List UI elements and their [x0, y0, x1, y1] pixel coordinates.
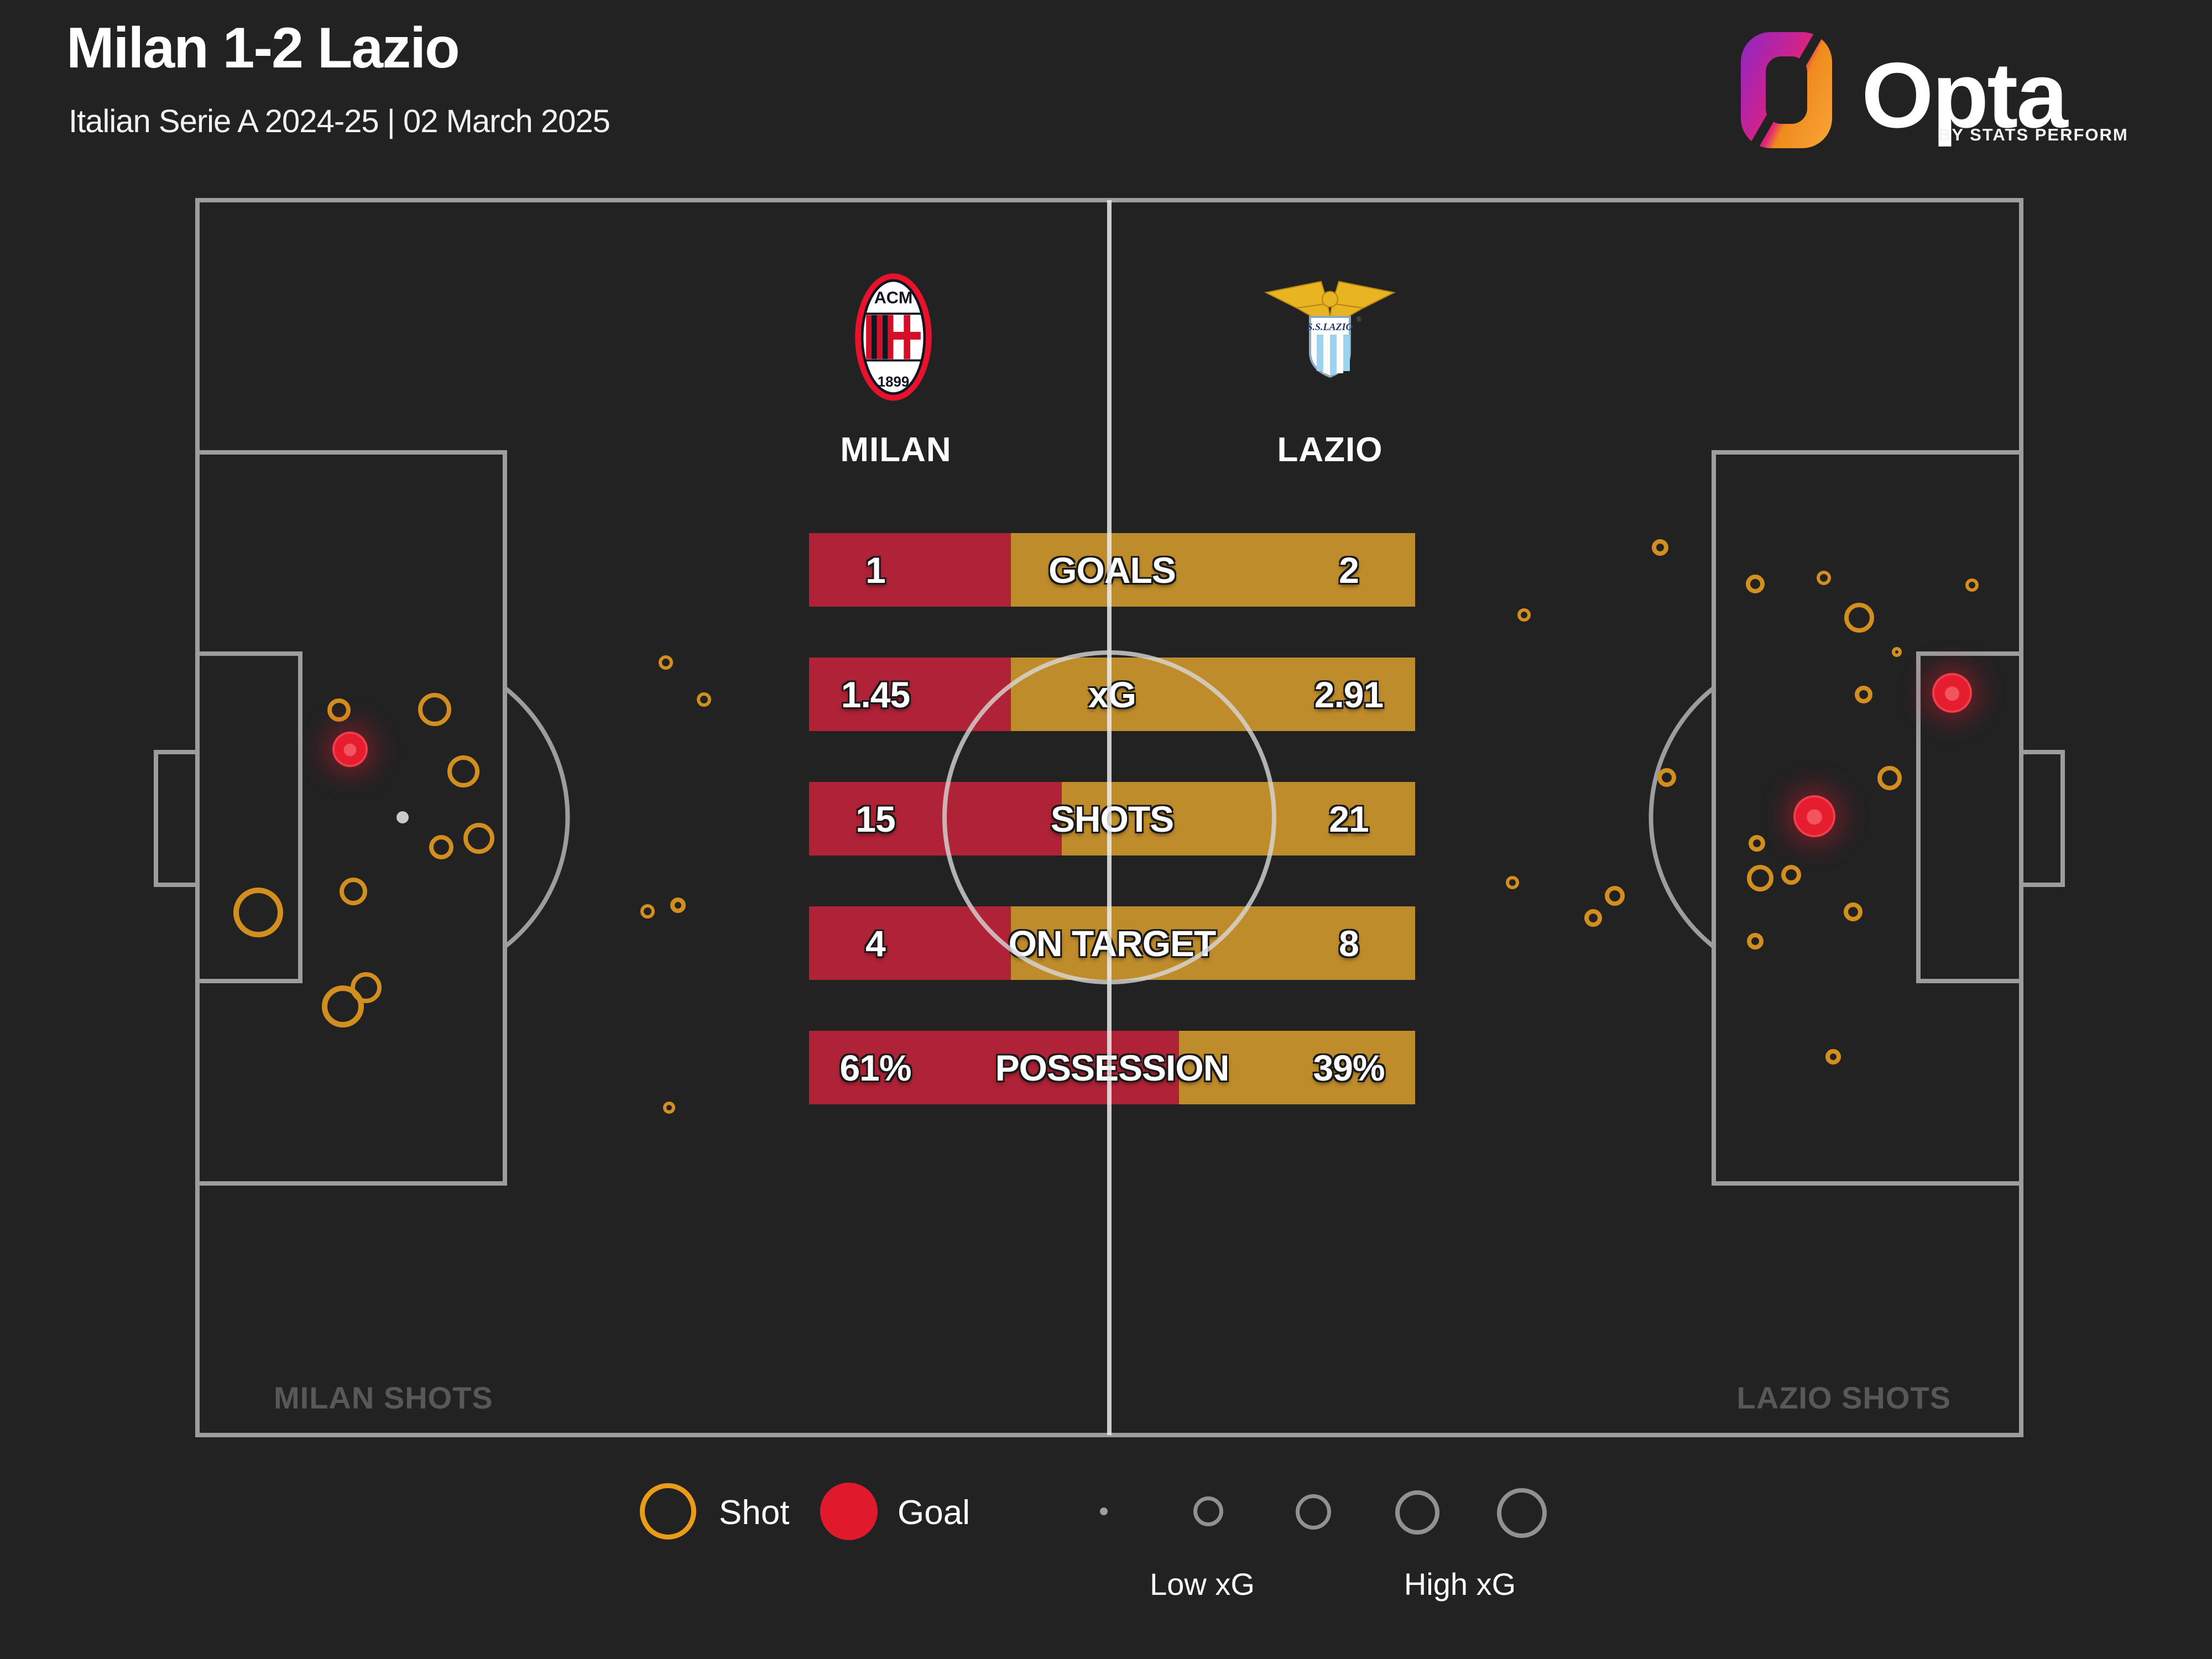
home-team-name: MILAN	[840, 431, 952, 469]
left-penalty-spot	[397, 811, 409, 823]
shot-marker	[1747, 933, 1764, 950]
away-shots-label: LAZIO SHOTS	[1736, 1380, 1951, 1415]
away-bar	[1178, 1031, 1415, 1104]
logo-hole	[1766, 56, 1807, 124]
left-goal	[154, 750, 200, 887]
home-shots-label: MILAN SHOTS	[274, 1380, 493, 1415]
shot-marker	[663, 1102, 675, 1114]
right-goal	[2019, 750, 2065, 887]
stat-label: SHOTS	[1050, 799, 1174, 839]
shot-marker	[418, 693, 451, 726]
shot-marker	[429, 835, 453, 859]
centre-circle	[942, 650, 1276, 984]
shot-marker	[640, 904, 655, 919]
shot-marker	[1855, 686, 1872, 703]
shot-marker	[1892, 647, 1902, 657]
stat-label: GOALS	[1048, 550, 1176, 591]
stat-label: POSSESSION	[995, 1047, 1230, 1088]
shot-marker	[1517, 608, 1531, 622]
goal-legend-icon	[820, 1483, 878, 1540]
home-bar	[809, 782, 1062, 855]
left-penalty-arc	[503, 686, 570, 949]
shot-marker	[1965, 578, 1979, 592]
home-bar	[809, 533, 1011, 607]
goal-marker	[1932, 673, 1972, 713]
xg-scale-ring-icon	[1193, 1496, 1223, 1526]
stat-row-shots: 15 SHOTS 21	[809, 782, 1415, 855]
xg-scale-dot-icon	[1100, 1507, 1108, 1515]
milan-crest-year: 1899	[878, 374, 909, 390]
away-value: 39%	[1313, 1047, 1385, 1088]
away-bar	[1062, 782, 1415, 855]
shot-marker	[1584, 909, 1602, 927]
home-value: 1.45	[841, 674, 910, 715]
away-value: 2	[1339, 550, 1359, 591]
shot-marker	[327, 698, 351, 722]
away-value: 2.91	[1314, 674, 1384, 715]
away-value: 8	[1339, 923, 1359, 964]
low-xg-label: Low xG	[1150, 1567, 1255, 1601]
away-team-name: LAZIO	[1277, 431, 1383, 469]
stat-label: ON TARGET	[1008, 923, 1217, 964]
away-bar	[1010, 533, 1415, 607]
shot-marker	[1844, 603, 1874, 633]
home-bar	[809, 1031, 1179, 1104]
shot-marker	[697, 692, 711, 707]
shot-marker	[659, 655, 673, 670]
page-title: Milan 1-2 Lazio	[66, 16, 460, 80]
shot-marker	[1657, 768, 1676, 787]
shot-legend-label: Shot	[719, 1494, 790, 1532]
away-value: 21	[1329, 799, 1369, 839]
stat-row-possession: 61% POSSESSION 39%	[809, 1031, 1415, 1104]
shot-marker	[322, 985, 364, 1027]
milan-crest-initials: ACM	[874, 288, 913, 307]
home-value: 15	[855, 799, 895, 839]
xg-scale-ring-icon	[1296, 1494, 1331, 1530]
shot-legend-icon	[640, 1483, 696, 1540]
shot-marker	[463, 823, 494, 854]
away-bar	[1010, 658, 1415, 731]
stat-label: xG	[1088, 674, 1136, 715]
shot-marker	[447, 755, 479, 787]
shot-marker	[1747, 865, 1773, 891]
goal-marker	[332, 732, 368, 767]
opta-byline: BY STATS PERFORM	[1938, 125, 2128, 144]
stat-row-goals: 1 GOALS 2	[809, 533, 1415, 607]
home-value: 1	[865, 550, 886, 591]
lazio-crest-text: S.S.LAZIO	[1307, 321, 1353, 332]
milan-crest: ACM 1899	[855, 273, 932, 401]
shot-marker	[1877, 766, 1902, 790]
xg-scale-ring-icon	[1395, 1490, 1439, 1535]
stat-row-on-target: 4 ON TARGET 8	[809, 906, 1415, 980]
goal-legend-label: Goal	[898, 1494, 970, 1532]
shot-marker	[1652, 539, 1668, 556]
goal-marker	[1793, 795, 1835, 837]
shot-marker	[1825, 1049, 1841, 1065]
page-subtitle: Italian Serie A 2024-25 | 02 March 2025	[69, 103, 611, 139]
shot-marker	[670, 898, 686, 913]
shot-marker	[1746, 575, 1765, 593]
shot-marker	[1817, 571, 1831, 585]
opta-logo-icon	[1741, 28, 1832, 153]
registered-mark: ®	[1357, 315, 1361, 323]
home-value: 61%	[839, 1047, 911, 1088]
shot-marker	[340, 878, 367, 905]
xg-scale-ring-icon	[1497, 1488, 1547, 1538]
home-value: 4	[865, 923, 886, 964]
shot-marker	[1844, 902, 1863, 921]
shot-marker	[1605, 886, 1625, 906]
shot-marker	[1749, 835, 1765, 852]
right-penalty-arc	[1648, 686, 1715, 949]
shot-marker	[1781, 865, 1801, 885]
high-xg-label: High xG	[1404, 1567, 1516, 1601]
opta-wordmark: Opta	[1861, 43, 2068, 147]
lazio-crest: S.S.LAZIO ®	[1264, 280, 1396, 378]
shot-marker	[1506, 876, 1519, 889]
shot-marker	[233, 888, 283, 937]
